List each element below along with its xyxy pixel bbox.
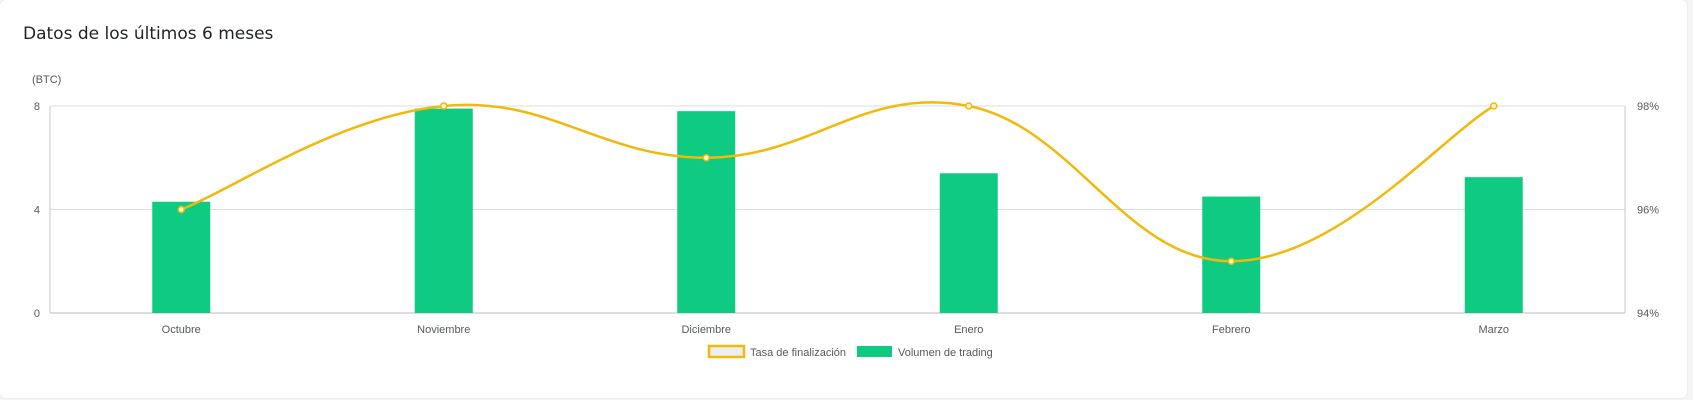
bar-volumen-febrero xyxy=(1202,196,1261,313)
card-title: Datos de los últimos 6 meses xyxy=(23,24,274,44)
bar-volumen-noviembre xyxy=(414,108,473,314)
x-tick-label: Enero xyxy=(954,324,983,336)
point-tasa-noviembre xyxy=(440,102,448,110)
y-right-tick-label: 96% xyxy=(1637,205,1659,217)
point-tasa-octubre xyxy=(177,205,185,214)
bar-volumen-enero xyxy=(939,173,998,313)
bar-volumen-octubre xyxy=(152,201,211,313)
bar-volumen-marzo xyxy=(1464,177,1523,313)
x-tick-label: Diciembre xyxy=(681,324,731,336)
legend-label-volumen: Volumen de trading xyxy=(898,347,993,359)
x-tick-label: Marzo xyxy=(1478,324,1509,336)
legend-swatch-volumen xyxy=(857,346,892,357)
line-tasa-de-finalizacion xyxy=(180,101,1495,263)
y-left-tick-label: 8 xyxy=(34,101,40,113)
x-tick-label: Noviembre xyxy=(417,324,470,336)
y-left-tick-label: 0 xyxy=(34,308,40,320)
point-tasa-febrero xyxy=(1227,257,1235,265)
legend-swatch-tasa xyxy=(707,344,746,359)
point-tasa-diciembre xyxy=(702,154,710,162)
legend-label-tasa: Tasa de finalización xyxy=(750,347,846,359)
y-axis-unit-label: (BTC) xyxy=(32,74,61,86)
y-right-tick-label: 98% xyxy=(1637,101,1659,113)
bar-volumen-diciembre xyxy=(677,111,736,313)
x-tick-label: Octubre xyxy=(162,324,201,336)
x-tick-label: Febrero xyxy=(1212,324,1251,336)
y-right-tick-label: 94% xyxy=(1637,308,1659,320)
point-tasa-enero xyxy=(965,102,973,110)
point-tasa-marzo xyxy=(1490,102,1498,110)
y-left-tick-label: 4 xyxy=(34,205,40,217)
